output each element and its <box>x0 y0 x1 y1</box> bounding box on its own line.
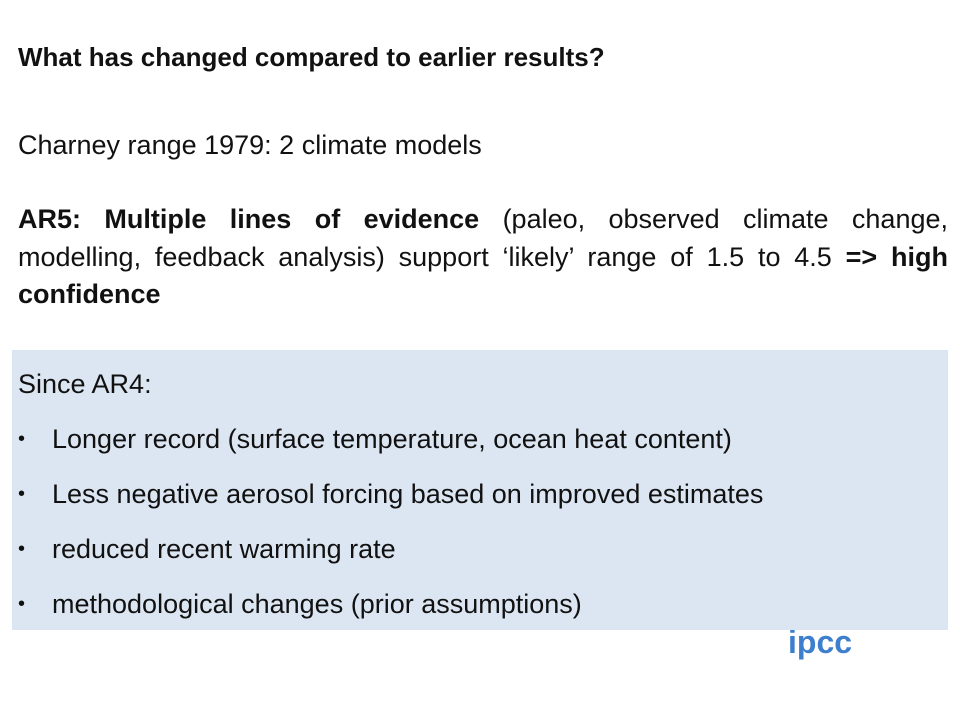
paragraph: AR5: Multiple lines of evidence (paleo, … <box>18 201 948 314</box>
bold-text: => high confidence <box>18 241 948 310</box>
box-heading: Since AR4: <box>18 369 152 399</box>
text: (paleo, observed climate change, modelli… <box>18 204 948 272</box>
bold-text: AR5: Multiple lines of evidence <box>18 204 480 234</box>
bullet-item: reduced recent warming rate <box>18 534 396 565</box>
highlight-box: Since AR4: Longer record (surface temper… <box>12 350 948 630</box>
paragraph: Charney range 1979: 2 climate models <box>18 130 482 160</box>
bullet-item: Longer record (surface temperature, ocea… <box>18 424 732 455</box>
logo: ipcc <box>788 624 853 660</box>
bullet-item: methodological changes (prior assumption… <box>18 589 582 620</box>
slide-title: What has changed compared to earlier res… <box>18 42 605 72</box>
bullet-item: Less negative aerosol forcing based on i… <box>18 479 763 510</box>
